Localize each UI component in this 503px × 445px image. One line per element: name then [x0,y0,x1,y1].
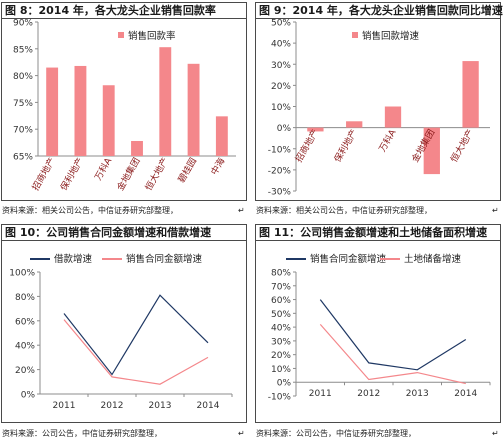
figure-9-title: 图 9：2014 年，各大龙头企业销售回款同比增速 [259,3,503,17]
figure-10-title: 图 10：公司销售合同金额增速和借款增速 [5,225,211,239]
legend-label: 销售合同金额增速 [310,253,387,265]
figure-9-return-mark: ↵ [492,206,499,215]
x-tick-label: 2014 [454,389,477,399]
series-line [63,319,209,385]
y-tick-label: 80% [15,293,35,303]
y-tick-label: 40% [15,342,35,352]
figure-8-frame [1,2,247,201]
y-tick-label: -30% [268,188,292,198]
y-tick-label: 40% [271,324,291,334]
bar [215,116,228,156]
category-label: 万科A [376,126,399,154]
y-tick-label: 0% [21,391,36,401]
figure-10-source: 资料来源：公司公告，中信证券研究部整理， [2,428,162,438]
x-tick-label: 2014 [197,401,220,411]
y-tick-label: 50% [271,19,291,29]
category-label: 金地集团 [114,156,142,193]
bar [74,65,87,156]
figure-9-frame [255,2,501,201]
y-tick-label: 70% [271,282,291,292]
legend-label: 销售合同金额增速 [126,253,203,265]
figure-8-return-mark: ↵ [238,206,245,215]
y-tick-label: 60% [15,317,35,327]
y-tick-label: -10% [268,145,292,155]
y-tick-label: 65% [13,153,33,163]
y-tick-label: 50% [271,310,291,320]
x-tick-label: 2011 [309,389,332,399]
legend-label: 土地储备增速 [404,253,462,265]
y-tick-label: 20% [271,351,291,361]
x-tick-label: 2013 [149,401,172,411]
figure-10-frame [1,224,247,423]
category-label: 招商地产 [293,127,321,164]
figure-9-panel: 图 9：2014 年，各大龙头企业销售回款同比增速 资料来源：相关公司公告，中信… [255,2,503,215]
series-line [319,324,466,385]
figure-11-source: 资料来源：公司公告，中信证券研究部整理， [256,428,416,438]
y-tick-label: 10% [271,103,291,113]
category-label: 恒大地产 [142,156,170,193]
figure-11-return-mark: ↵ [492,429,499,438]
chart-fig9: -30% -20% -10% 0% 10% 20% 30% 40% 50% 招商地产 保利地产 万科A… [268,19,490,198]
y-tick-label: 85% [13,45,33,55]
legend-swatch [118,32,124,38]
bar [159,47,172,156]
bar [46,67,59,156]
figure-11-title: 图 11：公司销售金额增速和土地储备面积增速 [259,225,487,239]
figure-8-panel: 图 8：2014 年，各大龙头企业销售回款率 资料来源：相关公司公告，中信证券研… [1,2,247,215]
x-tick-label: 2013 [406,389,429,399]
bar [462,61,479,128]
chart-fig11: -10% 0% 10% 20% 30% 40% 50% 60% 70% 80% 2011 2012 20… [268,253,491,403]
bar [384,106,402,128]
series-line [319,299,467,371]
x-tick-label: 2012 [357,389,380,399]
legend-label: 借款增速 [54,253,93,265]
y-tick-label: 80% [271,269,291,279]
y-tick-label: 60% [271,296,291,306]
figure-9-source: 资料来源：相关公司公告，中信证券研究部整理， [256,205,432,215]
y-tick-label: 70% [13,126,33,136]
chart-fig10: 0% 20% 40% 60% 80% 100% 2011 2012 2013 2014 借款增速 销售… [9,253,233,411]
figure-10-panel: 图 10：公司销售合同金额增速和借款增速 资料来源：公司公告，中信证券研究部整理… [1,224,247,438]
figure-11-panel: 图 11：公司销售金额增速和土地储备面积增速 资料来源：公司公告，中信证券研究部… [255,224,501,438]
y-tick-label: 80% [13,72,33,82]
chart-fig8: 65% 70% 75% 80% 85% 90% 招商地产 保利地产 万科A 金地集团 恒大地产 碧桂园… [13,19,236,193]
y-tick-label: 0% [277,124,292,134]
bar [187,63,200,156]
y-tick-label: -20% [268,166,292,176]
y-tick-label: 100% [9,269,35,279]
y-tick-label: 90% [13,19,33,29]
y-tick-label: -10% [268,393,292,403]
y-tick-label: 30% [271,337,291,347]
bar [423,127,440,175]
y-tick-label: 0% [277,379,292,389]
legend-swatch [352,32,358,38]
category-label: 恒大地产 [448,127,476,164]
y-tick-label: 20% [15,366,35,376]
legend-label: 销售回款增速 [362,30,420,42]
y-tick-label: 75% [13,99,33,109]
figure-8-title: 图 8：2014 年，各大龙头企业销售回款率 [5,3,216,17]
category-label: 保利地产 [58,156,86,193]
x-tick-label: 2011 [53,401,76,411]
y-tick-label: 20% [271,82,291,92]
legend-label: 销售回款率 [128,30,176,42]
y-tick-label: 10% [271,365,291,375]
bar [102,85,115,156]
figure-11-frame [255,224,501,423]
y-tick-label: 40% [271,40,291,50]
category-label: 保利地产 [331,127,359,164]
figure-8-source: 资料来源：相关公司公告，中信证券研究部整理， [2,205,178,215]
category-label: 万科A [92,155,115,183]
x-tick-label: 2012 [101,401,124,411]
bar [131,140,143,156]
y-tick-label: 30% [271,61,291,71]
bar [346,121,363,128]
series-line [63,294,209,376]
category-label: 招商地产 [29,156,57,193]
figure-10-return-mark: ↵ [238,429,245,438]
category-label: 碧桂园 [175,156,199,185]
category-label: 中海 [208,156,227,178]
bar [307,127,324,132]
